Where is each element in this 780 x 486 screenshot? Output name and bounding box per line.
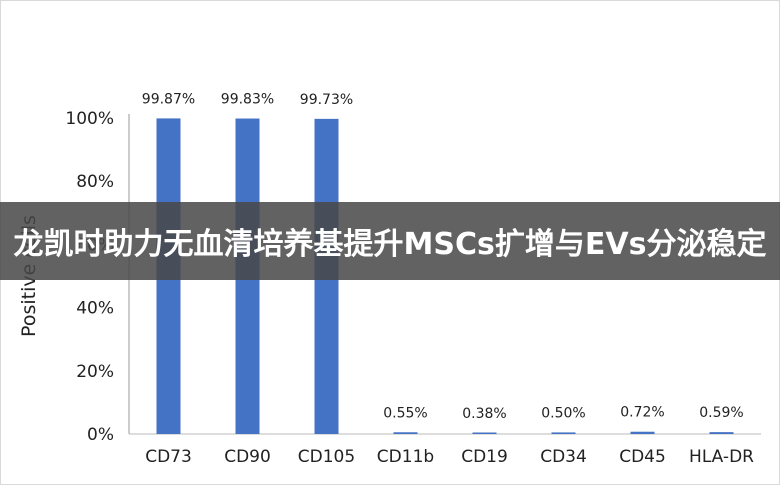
bar — [630, 431, 655, 434]
x-tick-label: HLA-DR — [689, 447, 754, 467]
y-tick-label: 20% — [76, 362, 114, 382]
x-tick-label: CD105 — [298, 447, 355, 467]
x-tick-label: CD73 — [145, 447, 192, 467]
data-label: 99.73% — [300, 92, 353, 108]
y-tick-label: 0% — [87, 425, 114, 445]
x-tick-label: CD90 — [224, 447, 271, 467]
y-tick-label: 100% — [65, 109, 114, 129]
bar — [472, 432, 497, 434]
data-label: 99.87% — [142, 91, 195, 107]
bar — [709, 432, 734, 434]
y-tick-label: 80% — [76, 172, 114, 192]
data-label: 0.50% — [541, 405, 585, 421]
bar — [551, 432, 576, 434]
y-tick-label: 40% — [76, 299, 114, 319]
x-tick-label: CD11b — [377, 447, 434, 467]
data-label: 0.55% — [383, 405, 427, 421]
overlay-banner: 龙凯时助力无血清培养基提升MSCs扩增与EVs分泌稳定 — [0, 202, 780, 280]
data-label: 99.83% — [221, 92, 274, 108]
bar — [393, 432, 418, 434]
x-tick-label: CD45 — [619, 447, 666, 467]
banner-text: 龙凯时助力无血清培养基提升MSCs扩增与EVs分泌稳定 — [13, 227, 767, 262]
data-label: 0.72% — [620, 405, 664, 421]
data-label: 0.59% — [699, 405, 743, 421]
data-label: 0.38% — [462, 406, 506, 422]
x-tick-label: CD19 — [461, 447, 508, 467]
x-tick-label: CD34 — [540, 447, 587, 467]
